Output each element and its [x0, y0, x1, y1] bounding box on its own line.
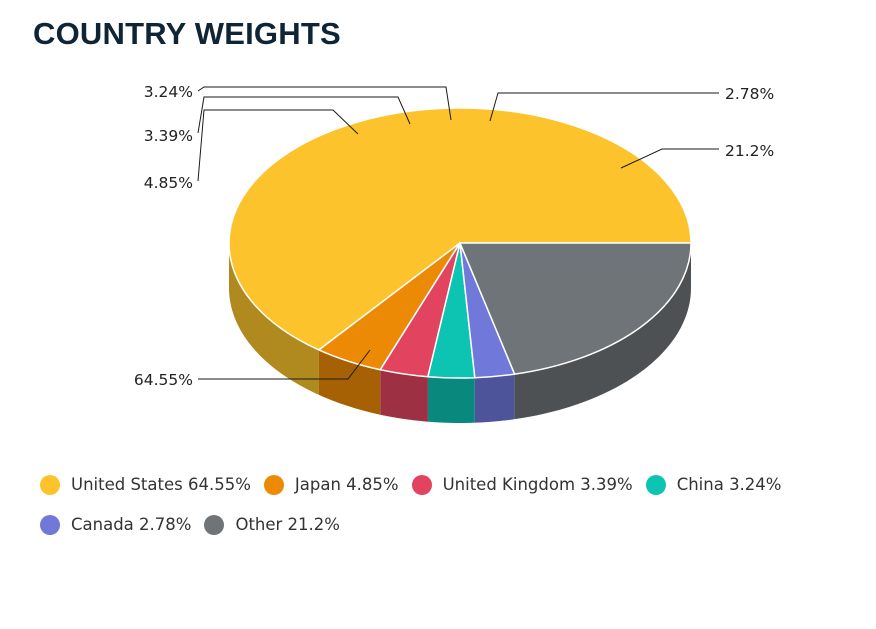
pie-side-other	[514, 243, 691, 420]
leader-line-china	[197, 86, 452, 121]
legend-dot-united-kingdom	[411, 474, 432, 495]
legend-label: Other 21.2%	[235, 515, 340, 534]
chart-title: COUNTRY WEIGHTS	[33, 16, 341, 51]
legend-dot-japan	[263, 474, 284, 495]
data-label-japan: 4.85%	[144, 174, 193, 192]
legend-item-united-states[interactable]: United States 64.55%	[40, 474, 251, 495]
legend-item-united-kingdom[interactable]: United Kingdom 3.39%	[411, 474, 633, 495]
pie-slice-united-states[interactable]	[228, 107, 692, 351]
legend-label: Canada 2.78%	[71, 515, 192, 534]
data-label-united-kingdom: 3.39%	[144, 127, 193, 145]
data-label-canada: 2.78%	[725, 85, 774, 103]
legend-item-japan[interactable]: Japan 4.85%	[263, 474, 399, 495]
data-label-china: 3.24%	[144, 83, 193, 101]
legend: United States 64.55% Japan 4.85% United …	[40, 470, 840, 550]
pie-slice-other[interactable]	[459, 242, 692, 375]
legend-label: United Kingdom 3.39%	[442, 475, 633, 494]
leader-line-united-states	[198, 349, 371, 380]
legend-label: United States 64.55%	[71, 475, 251, 494]
pie-side-canada	[474, 374, 515, 423]
legend-dot-china	[645, 474, 666, 495]
data-label-other: 21.2%	[725, 142, 774, 160]
pie-side-united-states	[229, 243, 319, 395]
pie-chart: 64.55% 4.85% 3.39% 3.24% 2.78% 21.2%	[134, 83, 774, 423]
legend-dot-canada	[40, 514, 60, 535]
legend-item-other[interactable]: Other 21.2%	[204, 514, 340, 535]
legend-item-china[interactable]: China 3.24%	[645, 474, 782, 495]
legend-label: China 3.24%	[676, 475, 782, 494]
legend-row-1: United States 64.55% Japan 4.85% United …	[40, 470, 840, 499]
pie-side-china	[427, 376, 475, 423]
legend-dot-united-states	[40, 474, 60, 495]
leader-line-united-kingdom	[197, 96, 411, 134]
legend-dot-other	[204, 514, 225, 535]
legend-item-canada[interactable]: Canada 2.78%	[40, 514, 192, 535]
leader-line-canada	[489, 92, 719, 122]
pie-side-united-kingdom	[380, 369, 428, 422]
leader-line-other	[620, 148, 719, 169]
legend-label: Japan 4.85%	[294, 475, 399, 494]
legend-row-2: Canada 2.78% Other 21.2%	[40, 510, 840, 539]
leader-line-japan	[197, 109, 359, 182]
pie-slices	[228, 107, 692, 379]
data-label-united-states: 64.55%	[134, 371, 193, 389]
pie-labels: 64.55% 4.85% 3.39% 3.24% 2.78% 21.2%	[134, 83, 774, 389]
